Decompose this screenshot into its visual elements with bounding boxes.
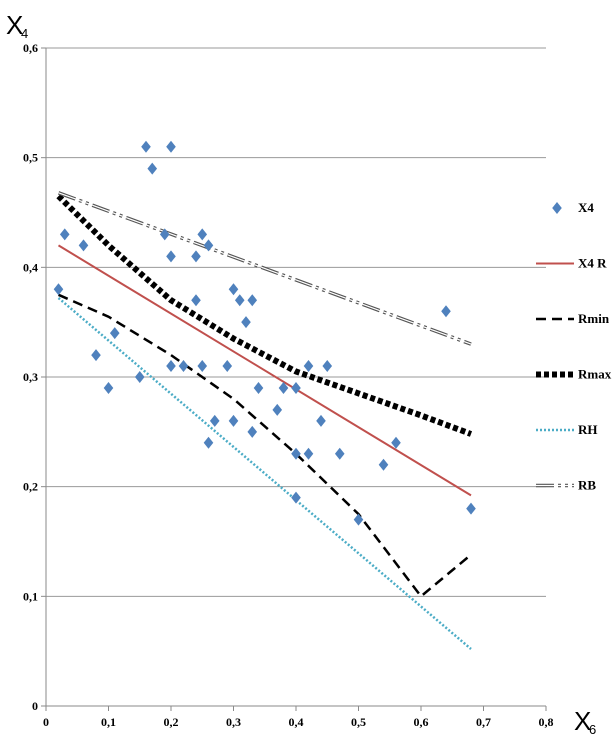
legend-label: RB	[578, 478, 596, 493]
x-tick-label: 0,6	[414, 715, 429, 729]
series-line-x4-r	[57, 244, 472, 497]
series-lines	[56, 191, 473, 650]
data-point	[103, 381, 114, 394]
x-axis-title: X 6	[574, 706, 596, 734]
data-point	[353, 513, 364, 526]
data-point	[197, 360, 208, 373]
legend-label: X4 R	[578, 256, 607, 271]
x-tick-label: 0,1	[101, 715, 116, 729]
data-point	[222, 360, 233, 373]
data-point	[191, 294, 201, 307]
data-point	[109, 327, 120, 340]
data-point	[166, 140, 176, 153]
data-point	[441, 305, 451, 318]
x-tick-label: 0,2	[164, 715, 179, 729]
data-point	[159, 228, 170, 241]
x-tick-label: 0,3	[226, 715, 241, 729]
y-tick-label: 0,1	[23, 589, 38, 603]
tick-labels: 0 0,1 0,2 0,3 0,4 0,5 0,6 0 0,1 0,2 0,3 0,4 0,5 0,6 0,…	[23, 41, 554, 729]
data-point	[378, 458, 389, 471]
data-point	[228, 414, 239, 427]
data-point	[78, 239, 89, 252]
data-point	[322, 360, 333, 373]
data-point	[303, 360, 314, 373]
x-axis-title-sub: 6	[589, 722, 596, 734]
data-point	[166, 360, 176, 373]
data-point	[228, 283, 239, 296]
data-point	[291, 447, 301, 460]
data-point	[303, 447, 314, 460]
data-point	[91, 349, 101, 362]
data-point	[253, 381, 264, 394]
data-point	[59, 228, 70, 241]
data-point	[247, 294, 258, 307]
axes	[41, 47, 547, 711]
x-tick-label: 0,7	[476, 715, 491, 729]
data-point	[466, 502, 476, 515]
y-axis-title-main: X	[6, 10, 23, 40]
data-point	[209, 414, 220, 427]
data-point	[241, 316, 251, 329]
legend-marker-x4	[552, 202, 562, 214]
series-line-rmax	[56, 193, 473, 437]
data-point	[391, 436, 401, 449]
data-point	[272, 403, 283, 416]
y-axis-title: X 4	[6, 10, 28, 41]
data-point	[316, 414, 326, 427]
data-point	[278, 381, 289, 394]
x-tick-label: 0,4	[289, 715, 304, 729]
data-point	[203, 239, 214, 252]
data-point	[191, 250, 201, 263]
x-axis-title-main: X	[574, 706, 591, 734]
data-point	[291, 381, 301, 394]
data-point	[203, 436, 214, 449]
data-point	[134, 371, 145, 383]
data-point	[247, 425, 258, 438]
y-axis-title-sub: 4	[21, 26, 28, 41]
legend-label: RH	[578, 422, 598, 437]
y-tick-label: 0	[32, 699, 38, 713]
data-point	[166, 250, 176, 263]
data-point	[178, 360, 189, 373]
data-point	[53, 283, 64, 296]
series-line-rb	[58, 192, 472, 345]
data-point	[234, 294, 245, 307]
y-tick-label: 0,2	[23, 480, 38, 494]
data-point	[141, 140, 151, 153]
x-tick-label: 0,8	[539, 715, 554, 729]
data-point	[147, 162, 158, 175]
data-point	[291, 491, 301, 504]
y-tick-label: 0,5	[23, 151, 38, 165]
data-point	[334, 447, 345, 460]
data-point	[197, 228, 208, 241]
series-line-rmin	[57, 293, 472, 599]
y-tick-label: 0,3	[23, 370, 38, 384]
y-tick-label: 0,6	[23, 41, 38, 55]
x-tick-label: 0	[43, 715, 49, 729]
legend-label: Rmin	[578, 311, 610, 326]
legend-label: Rmax	[578, 367, 612, 382]
y-tick-label: 0,4	[23, 260, 38, 274]
legend-label: X4	[578, 200, 594, 215]
x-tick-label: 0,5	[351, 715, 366, 729]
legend: X4 X4 R Rmin Rmax RH RB	[536, 200, 612, 493]
scatter-points	[53, 140, 476, 526]
